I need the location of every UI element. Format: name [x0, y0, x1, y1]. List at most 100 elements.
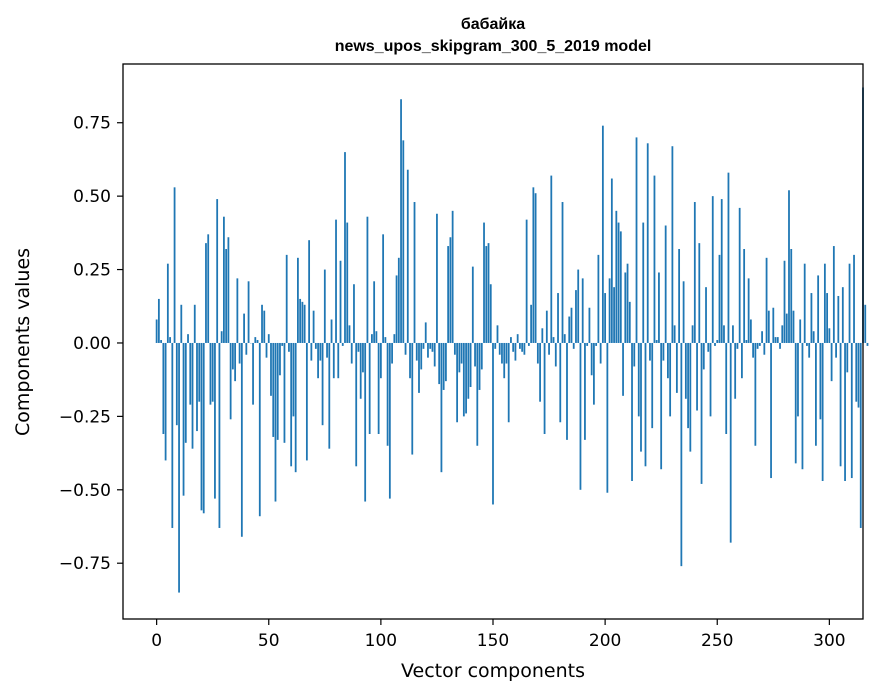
bar [357, 342, 360, 352]
bar [162, 342, 165, 434]
bar [178, 342, 180, 593]
bar [312, 310, 315, 343]
bar [216, 199, 219, 343]
bar [626, 263, 629, 343]
bar [579, 342, 582, 490]
bar [382, 234, 385, 343]
bar [438, 342, 441, 385]
bar [471, 266, 474, 343]
bar [184, 342, 187, 443]
bar [817, 275, 820, 343]
chart-subtitle: news_upos_skipgram_300_5_2019 model [335, 38, 652, 55]
bar [812, 331, 815, 343]
bar [445, 342, 447, 382]
bar [720, 199, 723, 343]
bar [460, 342, 463, 364]
bar [729, 342, 732, 543]
bar [173, 187, 176, 343]
bar [640, 342, 642, 452]
bar [563, 334, 566, 343]
bar [745, 340, 748, 343]
bar [335, 219, 337, 343]
bar [476, 342, 479, 446]
bar [628, 301, 631, 343]
bar [781, 325, 784, 343]
bar [792, 310, 795, 343]
bar [362, 342, 364, 373]
bar [671, 146, 674, 343]
bar [604, 293, 607, 343]
bar [779, 342, 781, 349]
bar [337, 342, 340, 379]
bar [238, 342, 241, 364]
bar [608, 278, 611, 343]
bar [451, 210, 454, 343]
bar [371, 334, 373, 343]
bar [436, 213, 438, 343]
bar [467, 342, 470, 399]
bar [231, 342, 234, 370]
bar [808, 342, 811, 358]
bar [200, 342, 203, 511]
bar [853, 254, 855, 343]
bar [696, 342, 698, 411]
bar [613, 287, 615, 343]
bar [301, 301, 304, 343]
bar [857, 342, 860, 408]
bar [651, 342, 654, 429]
bar [314, 342, 317, 349]
bar [480, 342, 483, 370]
y-tick-label: −0.25 [59, 407, 111, 427]
bar [227, 237, 230, 343]
bar [279, 342, 281, 376]
bar [743, 249, 746, 343]
bar [462, 342, 465, 417]
bar [171, 342, 174, 528]
bar [754, 342, 757, 446]
bar [736, 342, 739, 349]
bar [283, 342, 286, 443]
bar [532, 187, 535, 343]
bar [767, 310, 770, 343]
bar [332, 342, 335, 379]
bar [554, 342, 557, 367]
bar [747, 278, 750, 343]
bar [160, 340, 163, 343]
bar [803, 263, 806, 343]
bar [691, 325, 694, 343]
bar [503, 342, 506, 379]
bar [846, 342, 849, 373]
bar [234, 342, 237, 382]
bar [415, 342, 418, 361]
bar [290, 342, 293, 467]
x-tick-label: 300 [813, 631, 845, 651]
bar [442, 342, 445, 390]
bar [505, 342, 508, 364]
bar [317, 342, 319, 379]
bar [281, 342, 284, 346]
bar [395, 275, 398, 343]
bar [646, 143, 649, 343]
bar [514, 342, 517, 361]
bar [687, 342, 689, 429]
y-tick-label: 0.50 [73, 187, 111, 207]
bar [427, 342, 429, 358]
bar [364, 342, 367, 502]
bar [727, 172, 730, 343]
bar [682, 281, 685, 343]
bar [507, 342, 510, 423]
bar [783, 260, 786, 343]
bar [205, 243, 207, 343]
bar [790, 249, 793, 343]
bar [247, 281, 250, 343]
bar [429, 342, 432, 349]
bar [294, 342, 297, 473]
bar [187, 334, 189, 343]
bar [193, 304, 196, 343]
bar [619, 231, 622, 343]
bar [494, 342, 497, 349]
bar [424, 322, 427, 343]
bar [826, 293, 829, 343]
bar [346, 222, 349, 343]
bar [175, 342, 178, 426]
